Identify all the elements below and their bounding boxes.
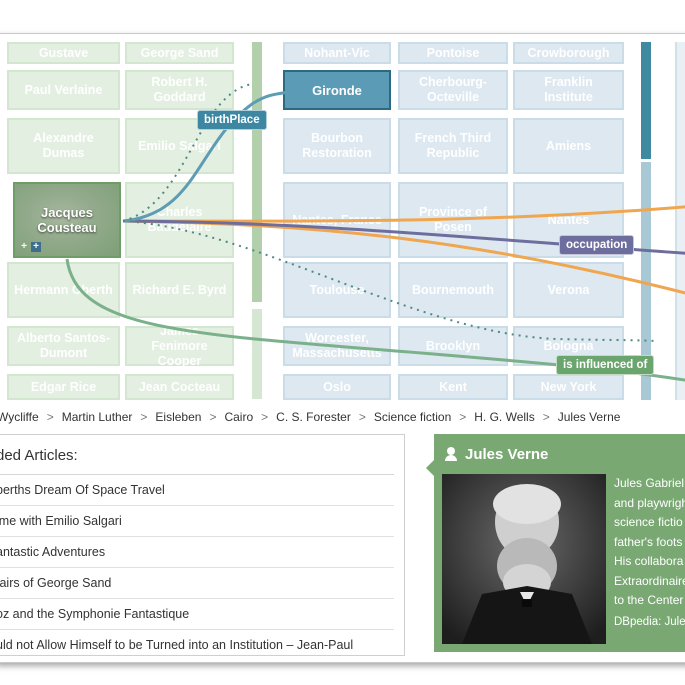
entity-source[interactable]: DBpedia: Jules xyxy=(614,616,685,628)
graph-node-right[interactable]: Verona xyxy=(513,262,624,318)
graph-node-left[interactable]: Robert H. Goddard xyxy=(125,70,234,110)
breadcrumb-separator: > xyxy=(542,410,550,424)
graph-node-right[interactable]: Franklin Institute xyxy=(513,70,624,110)
breadcrumb-item[interactable]: Science fiction xyxy=(373,410,452,424)
breadcrumb-separator: > xyxy=(358,410,366,424)
related-article-link[interactable]: ime with Emilio Salgari xyxy=(0,506,394,537)
column-separator-green-2 xyxy=(252,309,262,399)
entity-description: Jules Gabriel and playwrigh science fictio… xyxy=(614,474,685,611)
breadcrumb-item[interactable]: Jules Verne xyxy=(557,410,621,424)
column-separator-blue xyxy=(641,42,651,159)
person-icon xyxy=(444,447,458,461)
graph-node-right[interactable]: Nohant-Vic xyxy=(283,42,391,64)
entity-description-line: to the Center xyxy=(614,593,684,607)
breadcrumb-item[interactable]: C. S. Forester xyxy=(276,410,351,424)
graph-node-right[interactable]: French Third Republic xyxy=(398,118,508,174)
focus-node[interactable]: Jacques Cousteau + + xyxy=(13,182,121,258)
graph-node-right[interactable]: Bournemouth xyxy=(398,262,508,318)
graph-node-left[interactable]: Richard E. Byrd xyxy=(125,262,234,318)
breadcrumb-separator: > xyxy=(140,410,148,424)
entity-portrait xyxy=(442,474,606,644)
entity-description-line: father's foots xyxy=(614,534,683,549)
graph-node-right[interactable]: Crowborough xyxy=(513,42,624,64)
entity-title-text: Jules Verne xyxy=(465,445,549,463)
related-article-link[interactable]: fairs of George Sand xyxy=(0,568,394,599)
graph-node-left[interactable]: James Fenimore Cooper xyxy=(125,324,234,368)
breadcrumb-separator: > xyxy=(209,410,217,424)
breadcrumb-item[interactable]: Martin Luther xyxy=(61,410,133,424)
column-edge-right xyxy=(675,42,685,400)
focus-node-label: Jacques Cousteau xyxy=(37,205,97,235)
graph-node-left[interactable]: Paul Verlaine xyxy=(7,70,120,110)
graph-node-right[interactable]: New York xyxy=(513,374,624,400)
graph-node-right[interactable]: Cherbourg-Octeville xyxy=(398,70,508,110)
graph-node-left[interactable]: Jean Cocteau xyxy=(125,374,234,400)
graph-node-right[interactable]: Pontoise xyxy=(398,42,508,64)
add-icon[interactable]: + xyxy=(31,242,41,252)
related-article-link[interactable]: oz and the Symphonie Fantastique xyxy=(0,599,394,630)
focus-node-tools: + + xyxy=(19,242,41,252)
related-article-link[interactable]: antastic Adventures xyxy=(0,537,394,568)
entity-title: Jules Verne xyxy=(444,442,548,466)
edge-label-influenced[interactable]: is influenced of xyxy=(556,355,655,375)
entity-description-line: and playwrigh xyxy=(614,495,685,510)
graph-node-left[interactable]: Alberto Santos-Dumont xyxy=(7,326,120,366)
graph-node-right[interactable]: Oslo xyxy=(283,374,391,400)
breadcrumb: Wycliffe > Martin Luther > Eisleben > Cairo > C.… xyxy=(0,407,685,427)
entity-description-line: Extraordinaire xyxy=(614,573,685,588)
graph-node-right[interactable]: Kent xyxy=(398,374,508,400)
entity-card: Jules Verne Jules Gabriel and xyxy=(426,434,685,652)
graph-node-left[interactable]: Alexandre Dumas xyxy=(7,118,120,174)
graph-node-right[interactable]: Bourbon Restoration xyxy=(283,118,391,174)
breadcrumb-item[interactable]: Eisleben xyxy=(155,410,202,424)
breadcrumb-item[interactable]: Cairo xyxy=(224,410,254,424)
breadcrumb-item[interactable]: Wycliffe xyxy=(0,410,39,424)
expand-icon[interactable]: + xyxy=(21,241,27,252)
column-separator-blue-2 xyxy=(641,162,651,400)
graph-node-selected[interactable]: Gironde xyxy=(283,70,391,110)
graph-node-left[interactable]: Edgar Rice xyxy=(7,374,120,400)
breadcrumb-separator: > xyxy=(261,410,269,424)
graph-node-left[interactable]: George Sand xyxy=(125,42,234,64)
graph-node-right[interactable]: Amiens xyxy=(513,118,624,174)
entity-description-line: His collabora xyxy=(614,554,684,568)
related-article-link[interactable]: uld not Allow Himself to be Turned into … xyxy=(0,630,394,655)
related-article-link[interactable]: berths Dream Of Space Travel xyxy=(0,475,394,506)
app-frame: Gustave George Sand Paul Verlaine Robert H.… xyxy=(0,33,685,663)
graph-node-left[interactable]: Gustave xyxy=(7,42,120,64)
entity-description-line: science fictio xyxy=(614,515,683,529)
related-articles-heading: ded Articles: xyxy=(0,435,394,475)
entity-description-line: Jules Gabriel xyxy=(614,476,685,490)
graph-node-left[interactable]: Hermann Oberth xyxy=(7,262,120,318)
breadcrumb-separator: > xyxy=(46,410,54,424)
related-articles-panel: ded Articles: berths Dream Of Space Trav… xyxy=(0,434,405,656)
edge-label-occupation[interactable]: occupation xyxy=(559,235,635,255)
graph-node-right[interactable]: Toulouse xyxy=(283,262,391,318)
column-separator-green xyxy=(252,42,262,302)
entity-graph[interactable]: Gustave George Sand Paul Verlaine Robert H.… xyxy=(0,34,685,400)
breadcrumb-item[interactable]: H. G. Wells xyxy=(474,410,535,424)
breadcrumb-separator: > xyxy=(459,410,467,424)
edge-label-birthplace[interactable]: birthPlace xyxy=(197,110,267,130)
